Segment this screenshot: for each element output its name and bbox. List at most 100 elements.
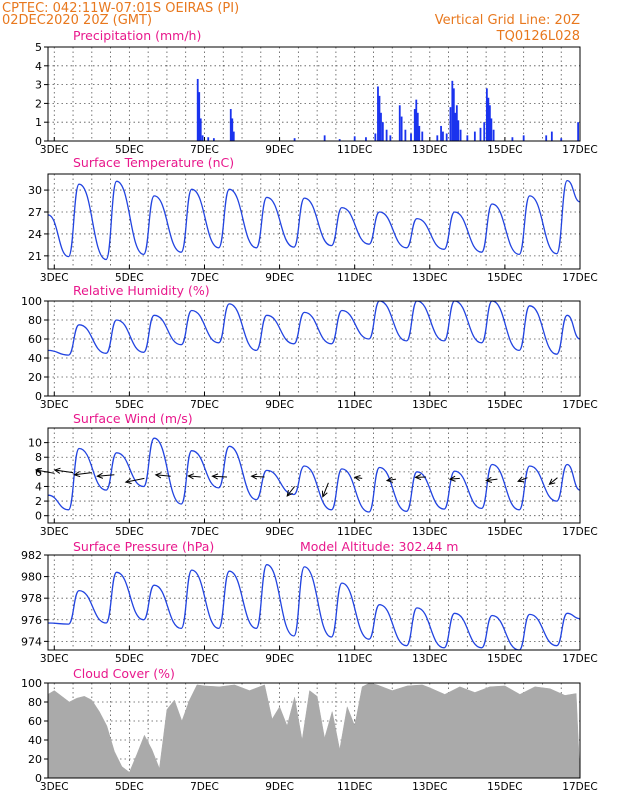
x-tick-label: 5DEC bbox=[115, 272, 144, 284]
precip-bar bbox=[442, 131, 444, 141]
precip-bar bbox=[229, 109, 232, 141]
header-model-code: TQ0126L028 bbox=[496, 29, 580, 44]
precip-bar bbox=[207, 137, 210, 141]
humidity-panel: 0 20 40 60 80 100 3DEC 5DEC 7DEC 9DEC 11DEC 13DEC 15… bbox=[21, 295, 598, 411]
x-tick-label: 15DEC bbox=[487, 526, 522, 538]
y-tick-label: 60 bbox=[28, 333, 42, 346]
header-location: CPTEC: 042:11W-07:01S OEIRAS (PI) bbox=[2, 1, 239, 16]
x-tick-label: 17DEC bbox=[562, 144, 597, 156]
precip-bar bbox=[545, 135, 548, 141]
wind-arrowhead bbox=[250, 473, 258, 480]
cloud-title: Cloud Cover (%) bbox=[73, 666, 175, 681]
y-tick-label: 0 bbox=[35, 772, 42, 785]
x-tick-label: 3DEC bbox=[40, 272, 69, 284]
y-tick-label: 24 bbox=[28, 228, 42, 241]
wind-arrow bbox=[97, 474, 115, 477]
pressure-title: Surface Pressure (hPa) bbox=[73, 539, 214, 554]
wind-speed-line bbox=[47, 437, 581, 513]
x-tick-label: 9DEC bbox=[265, 144, 294, 156]
precip-bar bbox=[413, 109, 416, 141]
wind-arrowhead bbox=[211, 473, 219, 480]
y-tick-label: 20 bbox=[28, 753, 42, 766]
x-tick-label: 15DEC bbox=[487, 653, 522, 665]
precip-bar bbox=[374, 133, 377, 141]
wind-arrowhead bbox=[517, 476, 525, 483]
precip-bar bbox=[410, 133, 412, 141]
wind-arrowhead bbox=[187, 473, 195, 480]
x-tick-label: 3DEC bbox=[40, 526, 69, 538]
precip-bar bbox=[201, 135, 204, 141]
panel-frame bbox=[47, 427, 581, 524]
precip-bar bbox=[196, 78, 199, 141]
precip-bar bbox=[378, 95, 381, 141]
precip-bar bbox=[418, 125, 421, 141]
wind-arrowhead bbox=[53, 467, 61, 474]
y-tick-label: 4 bbox=[35, 480, 42, 493]
x-tick-label: 13DEC bbox=[412, 399, 447, 411]
y-tick-label: 980 bbox=[21, 571, 42, 584]
precip-bar bbox=[198, 92, 201, 141]
precip-bar bbox=[404, 129, 407, 141]
x-tick-label: 11DEC bbox=[337, 526, 372, 538]
x-tick-label: 7DEC bbox=[190, 144, 219, 156]
x-tick-label: 13DEC bbox=[412, 781, 447, 793]
wind-arrow bbox=[35, 469, 55, 474]
x-tick-label: 5DEC bbox=[115, 653, 144, 665]
panel-frame bbox=[47, 173, 581, 270]
y-tick-label: 0 bbox=[35, 390, 42, 403]
wind-arrow bbox=[486, 478, 498, 482]
y-tick-label: 974 bbox=[21, 635, 42, 648]
wind-arrowhead bbox=[96, 472, 104, 479]
x-tick-label: 17DEC bbox=[562, 653, 597, 665]
pressure-line bbox=[47, 564, 581, 651]
wind-arrow bbox=[322, 482, 329, 497]
wind-arrow bbox=[54, 469, 74, 474]
y-tick-label: 21 bbox=[28, 250, 42, 263]
y-tick-label: 10 bbox=[28, 437, 42, 450]
precip-bar bbox=[550, 131, 553, 141]
y-tick-label: 2 bbox=[35, 495, 42, 508]
precip-bar bbox=[459, 129, 462, 141]
x-tick-label: 5DEC bbox=[115, 144, 144, 156]
precip-bar bbox=[451, 80, 454, 141]
humidity-line bbox=[47, 300, 581, 356]
precip-bar bbox=[483, 122, 486, 141]
precip-bar bbox=[365, 137, 367, 141]
x-tick-label: 17DEC bbox=[562, 781, 597, 793]
y-tick-label: 40 bbox=[28, 352, 42, 365]
x-tick-label: 11DEC bbox=[337, 781, 372, 793]
precip-bar bbox=[338, 139, 341, 141]
x-tick-label: 15DEC bbox=[487, 781, 522, 793]
precip-bar bbox=[449, 107, 452, 141]
precip-bar bbox=[381, 122, 384, 141]
wind-arrow bbox=[517, 477, 528, 482]
y-tick-label: 40 bbox=[28, 734, 42, 747]
x-tick-label: 13DEC bbox=[412, 272, 447, 284]
humidity-title: Relative Humidity (%) bbox=[73, 283, 210, 298]
x-tick-label: 5DEC bbox=[115, 399, 144, 411]
precip-bar bbox=[487, 97, 490, 141]
x-tick-label: 13DEC bbox=[412, 526, 447, 538]
precip-bar bbox=[454, 112, 457, 141]
x-tick-label: 5DEC bbox=[115, 526, 144, 538]
precip-bar bbox=[457, 120, 460, 141]
wind-arrowhead bbox=[286, 490, 293, 497]
precip-bar bbox=[452, 88, 455, 141]
y-tick-label: 982 bbox=[21, 549, 42, 562]
panel-frame bbox=[47, 554, 581, 651]
x-tick-label: 7DEC bbox=[190, 526, 219, 538]
precip-bar bbox=[479, 127, 482, 141]
y-tick-label: 4 bbox=[35, 60, 42, 73]
panel-frame bbox=[47, 46, 581, 142]
x-tick-label: 7DEC bbox=[190, 272, 219, 284]
wind-arrowhead bbox=[154, 472, 162, 479]
precip-bar bbox=[398, 105, 401, 141]
wind-arrowhead bbox=[448, 475, 456, 482]
x-tick-label: 17DEC bbox=[562, 272, 597, 284]
precip-bar bbox=[473, 131, 476, 141]
precip-bar bbox=[293, 138, 296, 141]
temperature-title: Surface Temperature (nC) bbox=[73, 155, 234, 170]
precip-bar bbox=[416, 112, 419, 141]
wind-arrowhead bbox=[385, 476, 393, 483]
x-tick-label: 11DEC bbox=[337, 272, 372, 284]
